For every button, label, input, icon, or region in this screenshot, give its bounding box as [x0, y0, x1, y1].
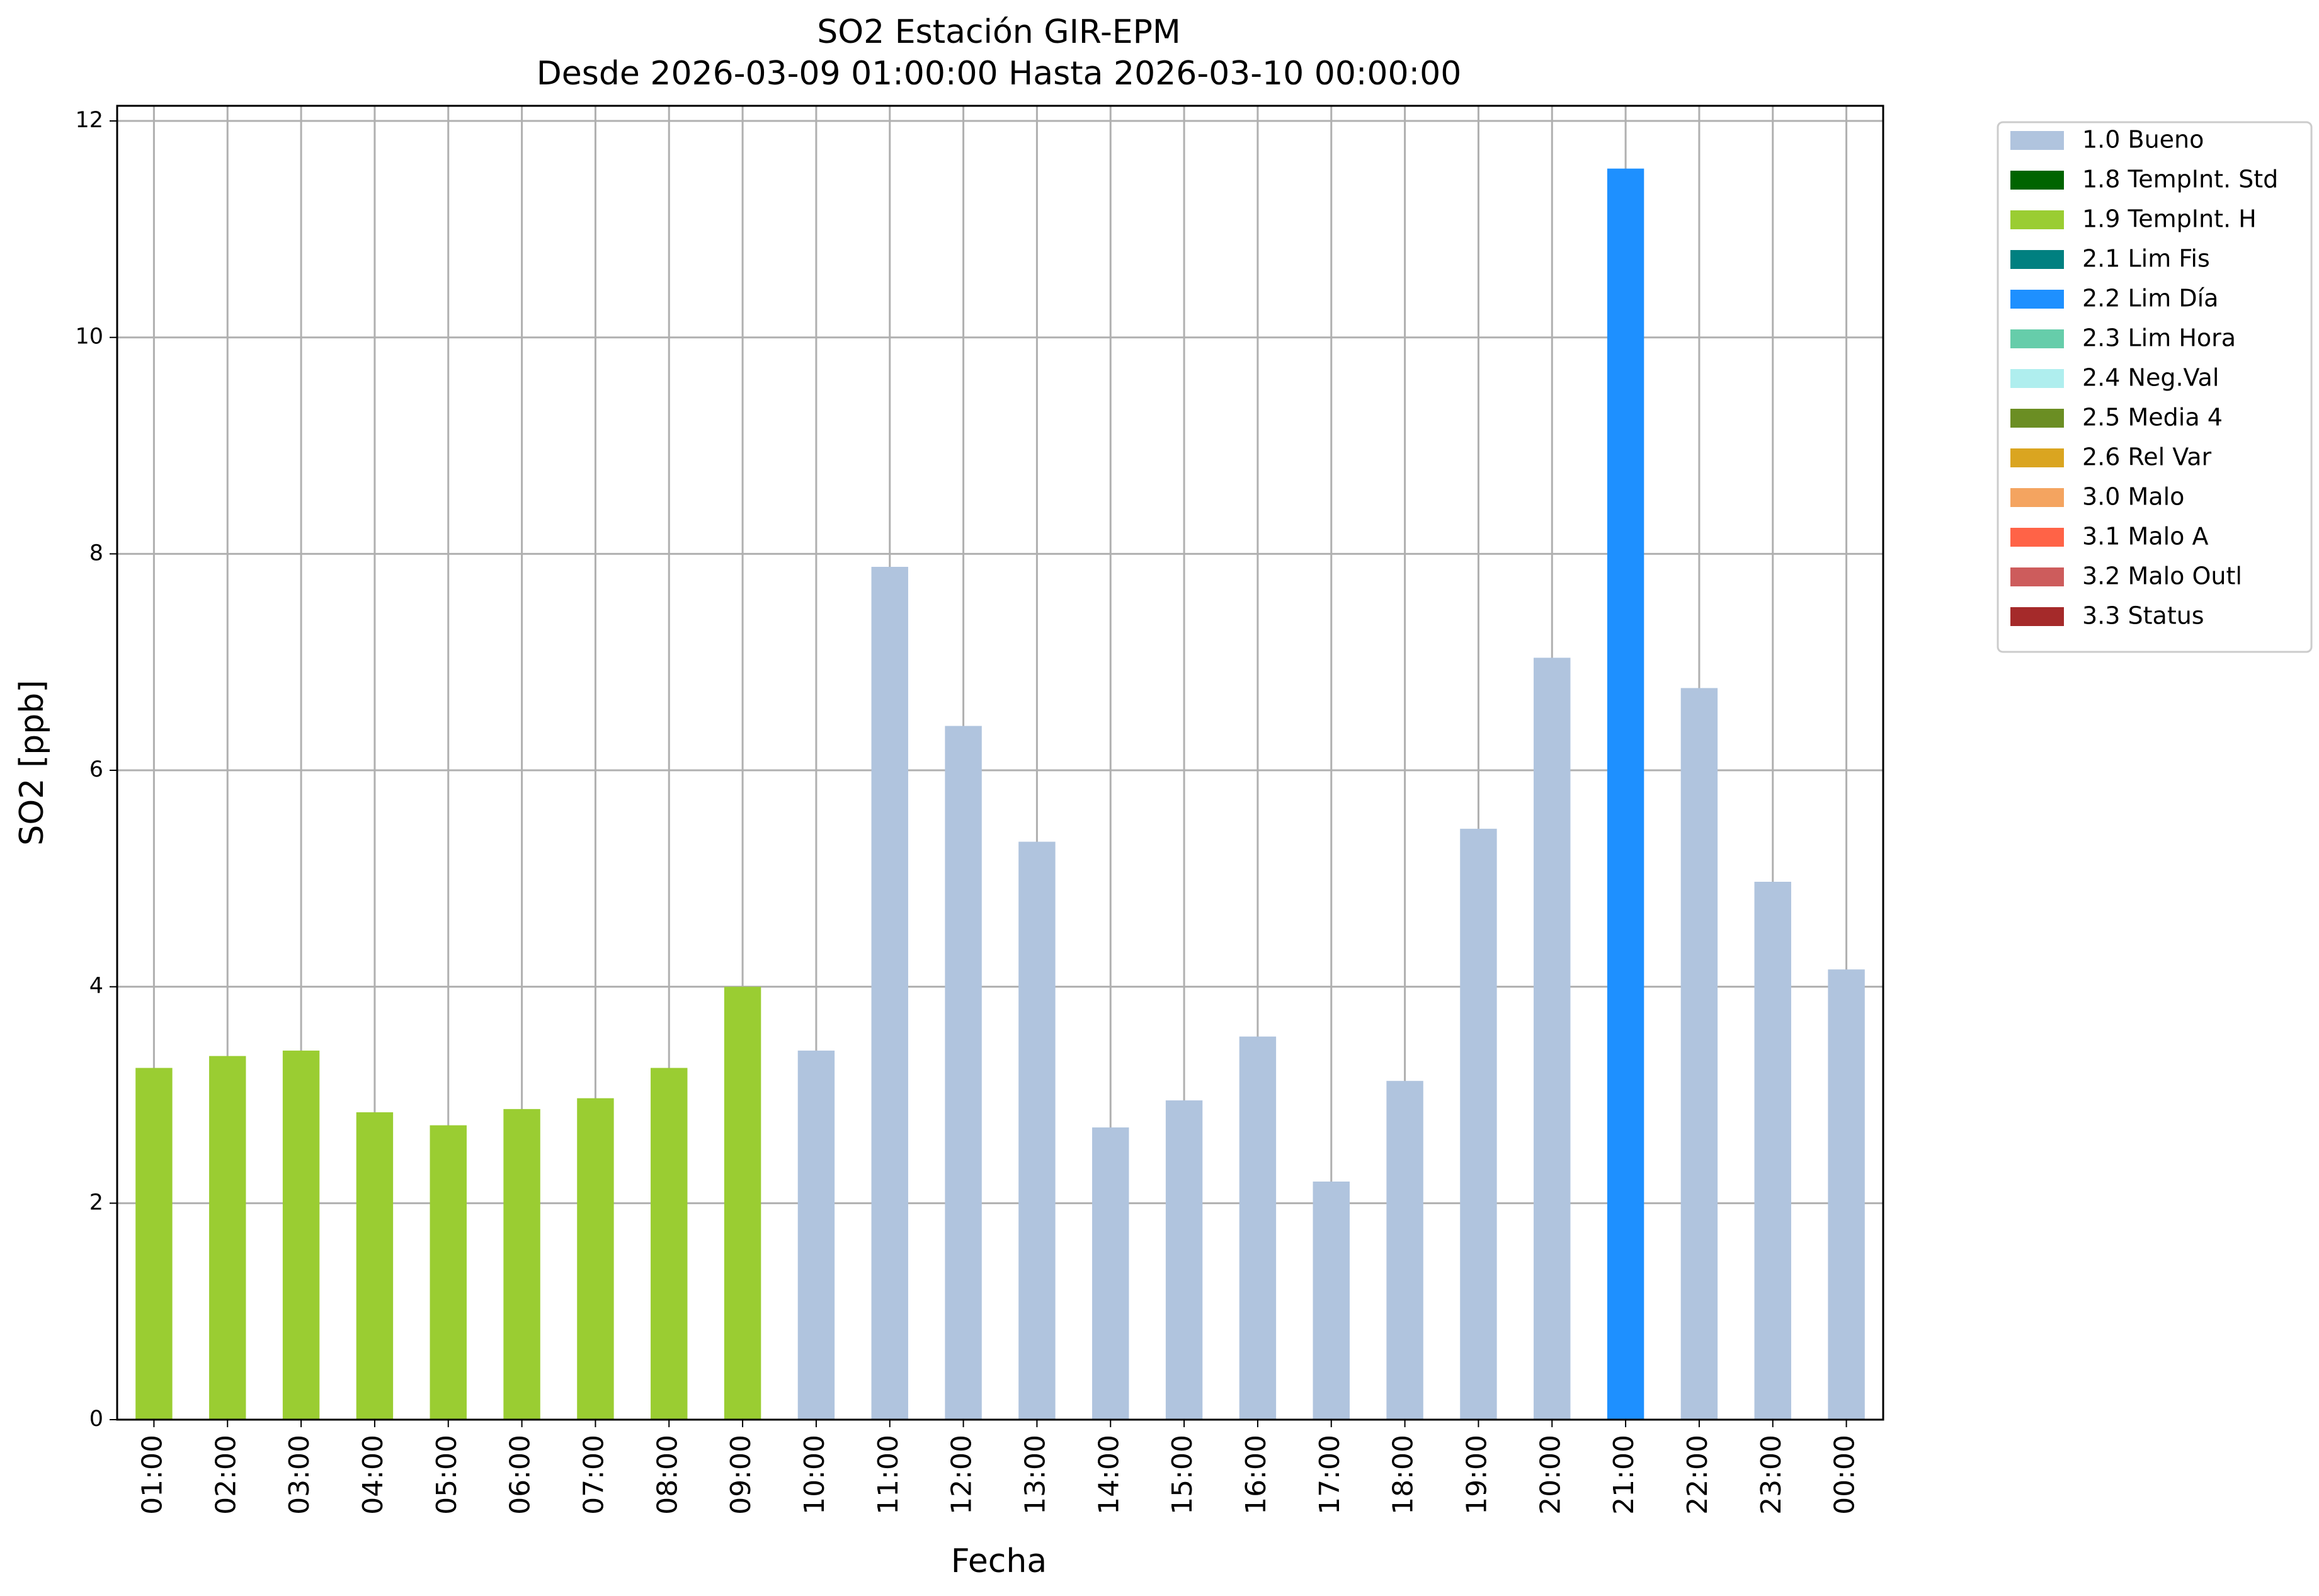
- x-tick-label: 07:00: [578, 1435, 610, 1515]
- x-tick-label: 21:00: [1608, 1435, 1640, 1515]
- chart-subtitle: Desde 2026-03-09 01:00:00 Hasta 2026-03-…: [537, 55, 1462, 93]
- bar: [1680, 688, 1718, 1420]
- bar: [1018, 841, 1056, 1420]
- bar: [209, 1056, 246, 1420]
- x-tick-label: 19:00: [1461, 1435, 1493, 1515]
- legend-label: 2.1 Lim Fis: [2082, 245, 2210, 273]
- x-tick-label: 05:00: [431, 1435, 463, 1515]
- x-tick-label: 13:00: [1019, 1435, 1051, 1515]
- x-tick-label: 16:00: [1240, 1435, 1272, 1515]
- x-axis-label: Fecha: [951, 1542, 1047, 1580]
- x-tick-label: 01:00: [136, 1435, 168, 1515]
- legend-label: 3.0 Malo: [2082, 483, 2184, 511]
- bar: [135, 1068, 173, 1420]
- x-tick-label: 12:00: [946, 1435, 978, 1515]
- x-tick-label: 22:00: [1682, 1435, 1714, 1515]
- bar: [1092, 1127, 1129, 1420]
- legend-label: 3.2 Malo Outl: [2082, 562, 2242, 590]
- x-tick-label: 03:00: [283, 1435, 316, 1515]
- legend-label: 1.8 TempInt. Std: [2082, 166, 2278, 193]
- x-tick-label: 18:00: [1387, 1435, 1420, 1515]
- y-tick-label: 4: [89, 974, 103, 999]
- x-tick-label: 06:00: [504, 1435, 537, 1515]
- legend-label: 2.4 Neg.Val: [2082, 364, 2219, 392]
- bar: [1828, 969, 1865, 1420]
- legend-label: 1.0 Bueno: [2082, 126, 2204, 154]
- legend-box: [1997, 121, 2313, 653]
- bar: [1754, 882, 1791, 1420]
- x-tick-label: 20:00: [1534, 1435, 1566, 1515]
- x-tick-label: 08:00: [651, 1435, 683, 1515]
- x-tick-label: 09:00: [725, 1435, 757, 1515]
- x-tick-label: 23:00: [1755, 1435, 1787, 1515]
- axes-frame: [116, 105, 1884, 1421]
- legend-label: 2.6 Rel Var: [2082, 443, 2212, 471]
- x-tick-label: 02:00: [210, 1435, 242, 1515]
- x-tick-label: 15:00: [1166, 1435, 1199, 1515]
- legend-swatch: [2010, 409, 2064, 428]
- legend-label: 1.9 TempInt. H: [2082, 205, 2257, 233]
- legend-label: 2.2 Lim Día: [2082, 285, 2218, 312]
- chart-title: SO2 Estación GIR-EPM: [817, 13, 1181, 51]
- bar: [1460, 828, 1497, 1420]
- y-tick-label: 8: [89, 540, 103, 566]
- bar: [1386, 1081, 1423, 1420]
- y-axis-label: SO2 [ppb]: [13, 680, 51, 845]
- x-tick-label: 10:00: [799, 1435, 831, 1515]
- bar: [282, 1051, 320, 1420]
- x-tick-label: 11:00: [872, 1435, 904, 1515]
- y-tick-label: 0: [89, 1406, 103, 1432]
- y-tick-label: 2: [89, 1190, 103, 1215]
- bar: [651, 1068, 688, 1420]
- x-tick-label: 04:00: [357, 1435, 389, 1515]
- bar: [1607, 168, 1644, 1420]
- legend-swatch: [2010, 210, 2064, 229]
- bar: [577, 1098, 614, 1420]
- legend-swatch: [2010, 448, 2064, 467]
- legend-swatch: [2010, 567, 2064, 586]
- y-tick-label: 12: [75, 108, 103, 133]
- legend-label: 3.1 Malo A: [2082, 523, 2208, 550]
- legend-swatch: [2010, 528, 2064, 547]
- legend-swatch: [2010, 171, 2064, 190]
- legend-swatch: [2010, 290, 2064, 309]
- y-tick-label: 10: [75, 324, 103, 350]
- x-tick-label: 14:00: [1093, 1435, 1125, 1515]
- x-tick-label: 00:00: [1829, 1435, 1861, 1515]
- legend-label: 2.5 Media 4: [2082, 404, 2223, 431]
- bar: [1313, 1181, 1350, 1420]
- bar: [430, 1125, 467, 1420]
- legend-swatch: [2010, 607, 2064, 626]
- bar: [356, 1112, 394, 1420]
- legend-swatch: [2010, 369, 2064, 388]
- bar: [724, 986, 761, 1420]
- legend-label: 2.3 Lim Hora: [2082, 324, 2236, 352]
- legend-swatch: [2010, 329, 2064, 348]
- y-tick-label: 6: [89, 757, 103, 782]
- bar: [871, 566, 908, 1420]
- legend-swatch: [2010, 250, 2064, 269]
- bar: [1239, 1036, 1277, 1420]
- bar: [797, 1051, 835, 1420]
- legend-label: 3.3 Status: [2082, 602, 2204, 630]
- legend-swatch: [2010, 488, 2064, 507]
- bar: [1534, 658, 1571, 1420]
- x-tick-label: 17:00: [1314, 1435, 1346, 1515]
- bar: [503, 1109, 540, 1420]
- bar: [1165, 1100, 1203, 1420]
- bar: [945, 726, 982, 1420]
- legend-swatch: [2010, 131, 2064, 150]
